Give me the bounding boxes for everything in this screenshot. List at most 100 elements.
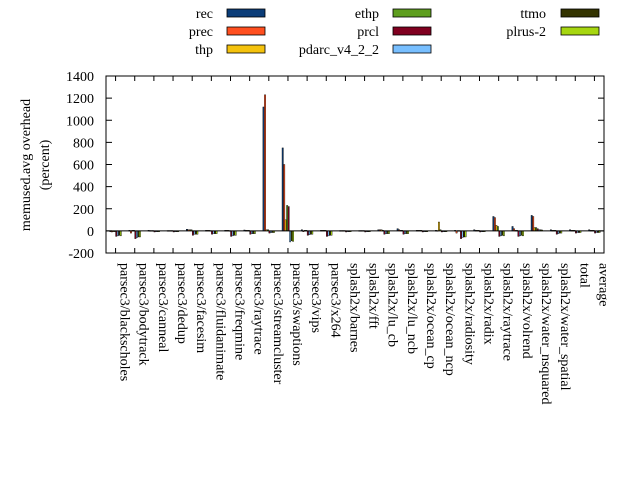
bar-ethp — [286, 205, 289, 232]
bar-plrus-2 — [464, 230, 467, 238]
bar-rec — [511, 226, 514, 232]
x-tick-label: splash2x/barnes — [346, 263, 361, 352]
bar-thp — [284, 219, 287, 232]
bar-prec — [494, 217, 496, 232]
bar-prcl — [230, 230, 233, 237]
legend-entry: ttmo — [520, 7, 600, 22]
legend-swatch — [560, 26, 600, 36]
y-tick-label: 400 — [73, 181, 94, 196]
legend-entry: rec — [196, 7, 266, 22]
legend-swatch — [226, 26, 266, 36]
bar-plrus-2 — [311, 230, 314, 235]
bar-rec — [281, 147, 284, 232]
y-ticks: -200 0 200 400 600 800 1000 1200 1400 — [66, 70, 604, 262]
x-tick-label: average — [595, 263, 610, 307]
x-tick-label: splash2x/water_nsquared — [538, 263, 553, 405]
bar-prcl — [498, 230, 501, 237]
bar-pdarc_v4_2_2 — [308, 230, 311, 235]
x-tick-label: splash2x/lu_ncb — [404, 263, 419, 354]
bar-ttmo — [290, 230, 293, 242]
legend-entry: plrus-2 — [506, 25, 600, 40]
bars — [109, 94, 601, 243]
x-tick-label: splash2x/raytrace — [500, 263, 515, 361]
x-tick-label: splash2x/radiosity — [461, 263, 476, 365]
bar-ttmo — [520, 230, 523, 236]
x-tick-label: splash2x/fft — [366, 263, 381, 329]
x-tick-label: parsec3/facesim — [193, 263, 208, 353]
axes — [105, 75, 605, 254]
bar-prcl — [402, 230, 405, 235]
bar-ttmo — [233, 230, 236, 236]
bar-ttmo — [309, 230, 312, 235]
legend-label: ttmo — [520, 7, 546, 22]
plot-frame — [105, 75, 605, 254]
bar-prcl — [306, 230, 309, 236]
bar-pdarc_v4_2_2 — [116, 230, 119, 237]
bar-prec — [532, 216, 535, 232]
legend: rec prec thp ethp prcl pdarc_v4_2_2 ttmo plrus-… — [189, 7, 600, 58]
bar-prcl — [555, 230, 558, 235]
x-tick-label: total — [576, 263, 591, 288]
x-tick-label: splash2x/radix — [481, 263, 496, 345]
bar-prcl — [211, 230, 213, 235]
y-tick-label: 1200 — [66, 92, 94, 107]
y-axis-label-line1: memused.avg overhead — [19, 99, 34, 231]
legend-entry: pdarc_v4_2_2 — [299, 43, 432, 58]
x-tick-label: splash2x/volrend — [519, 263, 534, 359]
bar-ttmo — [329, 230, 331, 236]
legend-entry: ethp — [355, 7, 432, 22]
legend-label: prec — [189, 25, 213, 40]
bar-plrus-2 — [292, 230, 294, 242]
bar-plrus-2 — [522, 230, 524, 237]
x-tick-label: parsec3/canneal — [155, 263, 170, 352]
x-tick-label: splash2x/ocean_ncp — [442, 263, 457, 376]
x-ticks: parsec3/blackscholes parsec3/bodytrack par… — [115, 76, 610, 405]
bar-ttmo — [137, 230, 140, 238]
bar-prcl — [383, 230, 386, 235]
legend-label: plrus-2 — [506, 25, 546, 40]
bar-ttmo — [194, 230, 197, 235]
bar-rec — [492, 216, 495, 232]
y-tick-label: 200 — [73, 203, 94, 218]
legend-swatch — [226, 8, 266, 18]
y-tick-label: 600 — [73, 159, 94, 174]
bar-prcl — [134, 230, 137, 239]
bar-plrus-2 — [330, 230, 333, 236]
legend-swatch — [560, 8, 600, 18]
x-tick-label: parsec3/streamcluster — [270, 263, 285, 385]
y-tick-label: -200 — [68, 247, 94, 262]
x-tick-label: parsec3/bodytrack — [136, 263, 151, 366]
bar-pdarc_v4_2_2 — [193, 230, 196, 235]
x-tick-label: parsec3/x264 — [327, 263, 342, 338]
y-axis-label-line2: (percent) — [38, 139, 53, 190]
bar-prec — [264, 94, 266, 232]
x-tick-label: splash2x/ocean_cp — [423, 263, 438, 369]
x-tick-label: parsec3/raytrace — [251, 263, 266, 355]
bar-prcl — [115, 230, 118, 237]
bar-prcl — [326, 230, 328, 237]
x-tick-label: splash2x/water_spatial — [557, 263, 572, 391]
y-tick-label: 1400 — [66, 70, 94, 85]
bar-plrus-2 — [196, 230, 199, 235]
x-tick-label: parsec3/blackscholes — [117, 263, 132, 381]
legend-entry: prcl — [357, 25, 432, 40]
bar-pdarc_v4_2_2 — [519, 230, 521, 237]
bar-pdarc_v4_2_2 — [461, 230, 464, 238]
y-tick-label: 800 — [73, 136, 94, 151]
bar-ttmo — [463, 230, 465, 238]
bar-rec — [262, 106, 265, 232]
bar-prec — [283, 164, 286, 232]
x-tick-label: parsec3/swaptions — [289, 263, 304, 366]
bar-plrus-2 — [234, 230, 237, 236]
x-tick-label: parsec3/freqmine — [232, 263, 247, 360]
bar-thp — [438, 221, 440, 232]
bar-prcl — [460, 230, 462, 239]
legend-label: prcl — [357, 25, 379, 40]
legend-label: pdarc_v4_2_2 — [299, 43, 379, 58]
bar-rec — [530, 215, 533, 232]
bar-pdarc_v4_2_2 — [327, 230, 330, 237]
bar-plrus-2 — [119, 230, 122, 237]
y-tick-label: 0 — [87, 225, 94, 240]
legend-label: ethp — [355, 7, 379, 22]
